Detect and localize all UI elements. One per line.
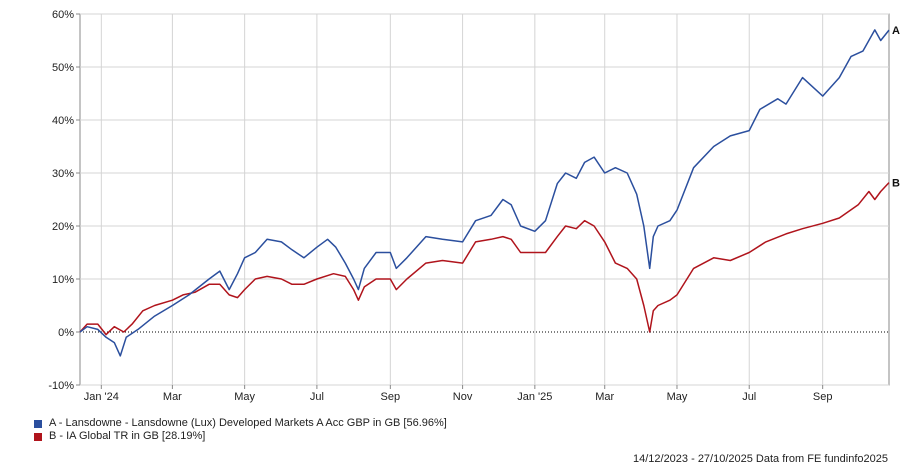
y-tick-label: 20% bbox=[52, 221, 74, 233]
source-footer: 14/12/2023 - 27/10/2025 Data from FE fun… bbox=[632, 453, 888, 465]
y-tick-label: 40% bbox=[52, 115, 74, 127]
series-end-label-b: B bbox=[892, 178, 900, 190]
x-tick-label: Mar bbox=[595, 391, 614, 403]
x-tick-label: Sep bbox=[381, 391, 401, 403]
series-end-labels: BA bbox=[892, 25, 900, 189]
legend-label-b: B - IA Global TR in GB [28.19%] bbox=[49, 430, 206, 442]
x-axis-labels: Jan '24 Mar May Jul Sep Nov Jan '25 Mar May Jul Se… bbox=[84, 391, 833, 403]
legend-label-a: A - Lansdowne - Lansdowne (Lux) Develope… bbox=[49, 417, 447, 429]
legend-item-a: A - Lansdowne - Lansdowne (Lux) Develope… bbox=[34, 417, 447, 430]
legend-swatch-b bbox=[34, 432, 42, 441]
x-tick-label: May bbox=[234, 391, 255, 403]
x-tick-label: Jul bbox=[742, 391, 756, 403]
y-gridlines bbox=[76, 13, 889, 386]
x-tick-label: Mar bbox=[163, 391, 182, 403]
y-tick-label: 60% bbox=[52, 9, 74, 21]
x-tick-label: Sep bbox=[813, 391, 833, 403]
x-tick-label: Nov bbox=[453, 391, 473, 403]
performance-chart: 60% 50% 40% 30% 20% 10% 0% -10% Jan '24 Mar May Ju… bbox=[48, 9, 900, 403]
y-tick-label: 10% bbox=[52, 274, 74, 286]
series-end-label-a: A bbox=[892, 25, 900, 37]
series-line-b bbox=[79, 182, 890, 336]
y-tick-label: 0% bbox=[58, 327, 74, 339]
y-tick-label: -10% bbox=[48, 380, 74, 392]
x-tick-label: May bbox=[667, 391, 688, 403]
y-axis-labels: 60% 50% 40% 30% 20% 10% 0% -10% bbox=[48, 9, 74, 392]
series-lines bbox=[79, 29, 890, 357]
x-tick-label: Jul bbox=[310, 391, 324, 403]
x-gridlines bbox=[100, 14, 824, 389]
series-line-a bbox=[79, 29, 890, 357]
y-tick-label: 30% bbox=[52, 168, 74, 180]
x-tick-label: Jan '25 bbox=[517, 391, 552, 403]
legend-item-b: B - IA Global TR in GB [28.19%] bbox=[34, 430, 447, 443]
x-tick-label: Jan '24 bbox=[84, 391, 119, 403]
legend: A - Lansdowne - Lansdowne (Lux) Develope… bbox=[34, 417, 447, 443]
y-tick-label: 50% bbox=[52, 62, 74, 74]
legend-swatch-a bbox=[34, 419, 42, 428]
plot-area bbox=[79, 13, 890, 386]
